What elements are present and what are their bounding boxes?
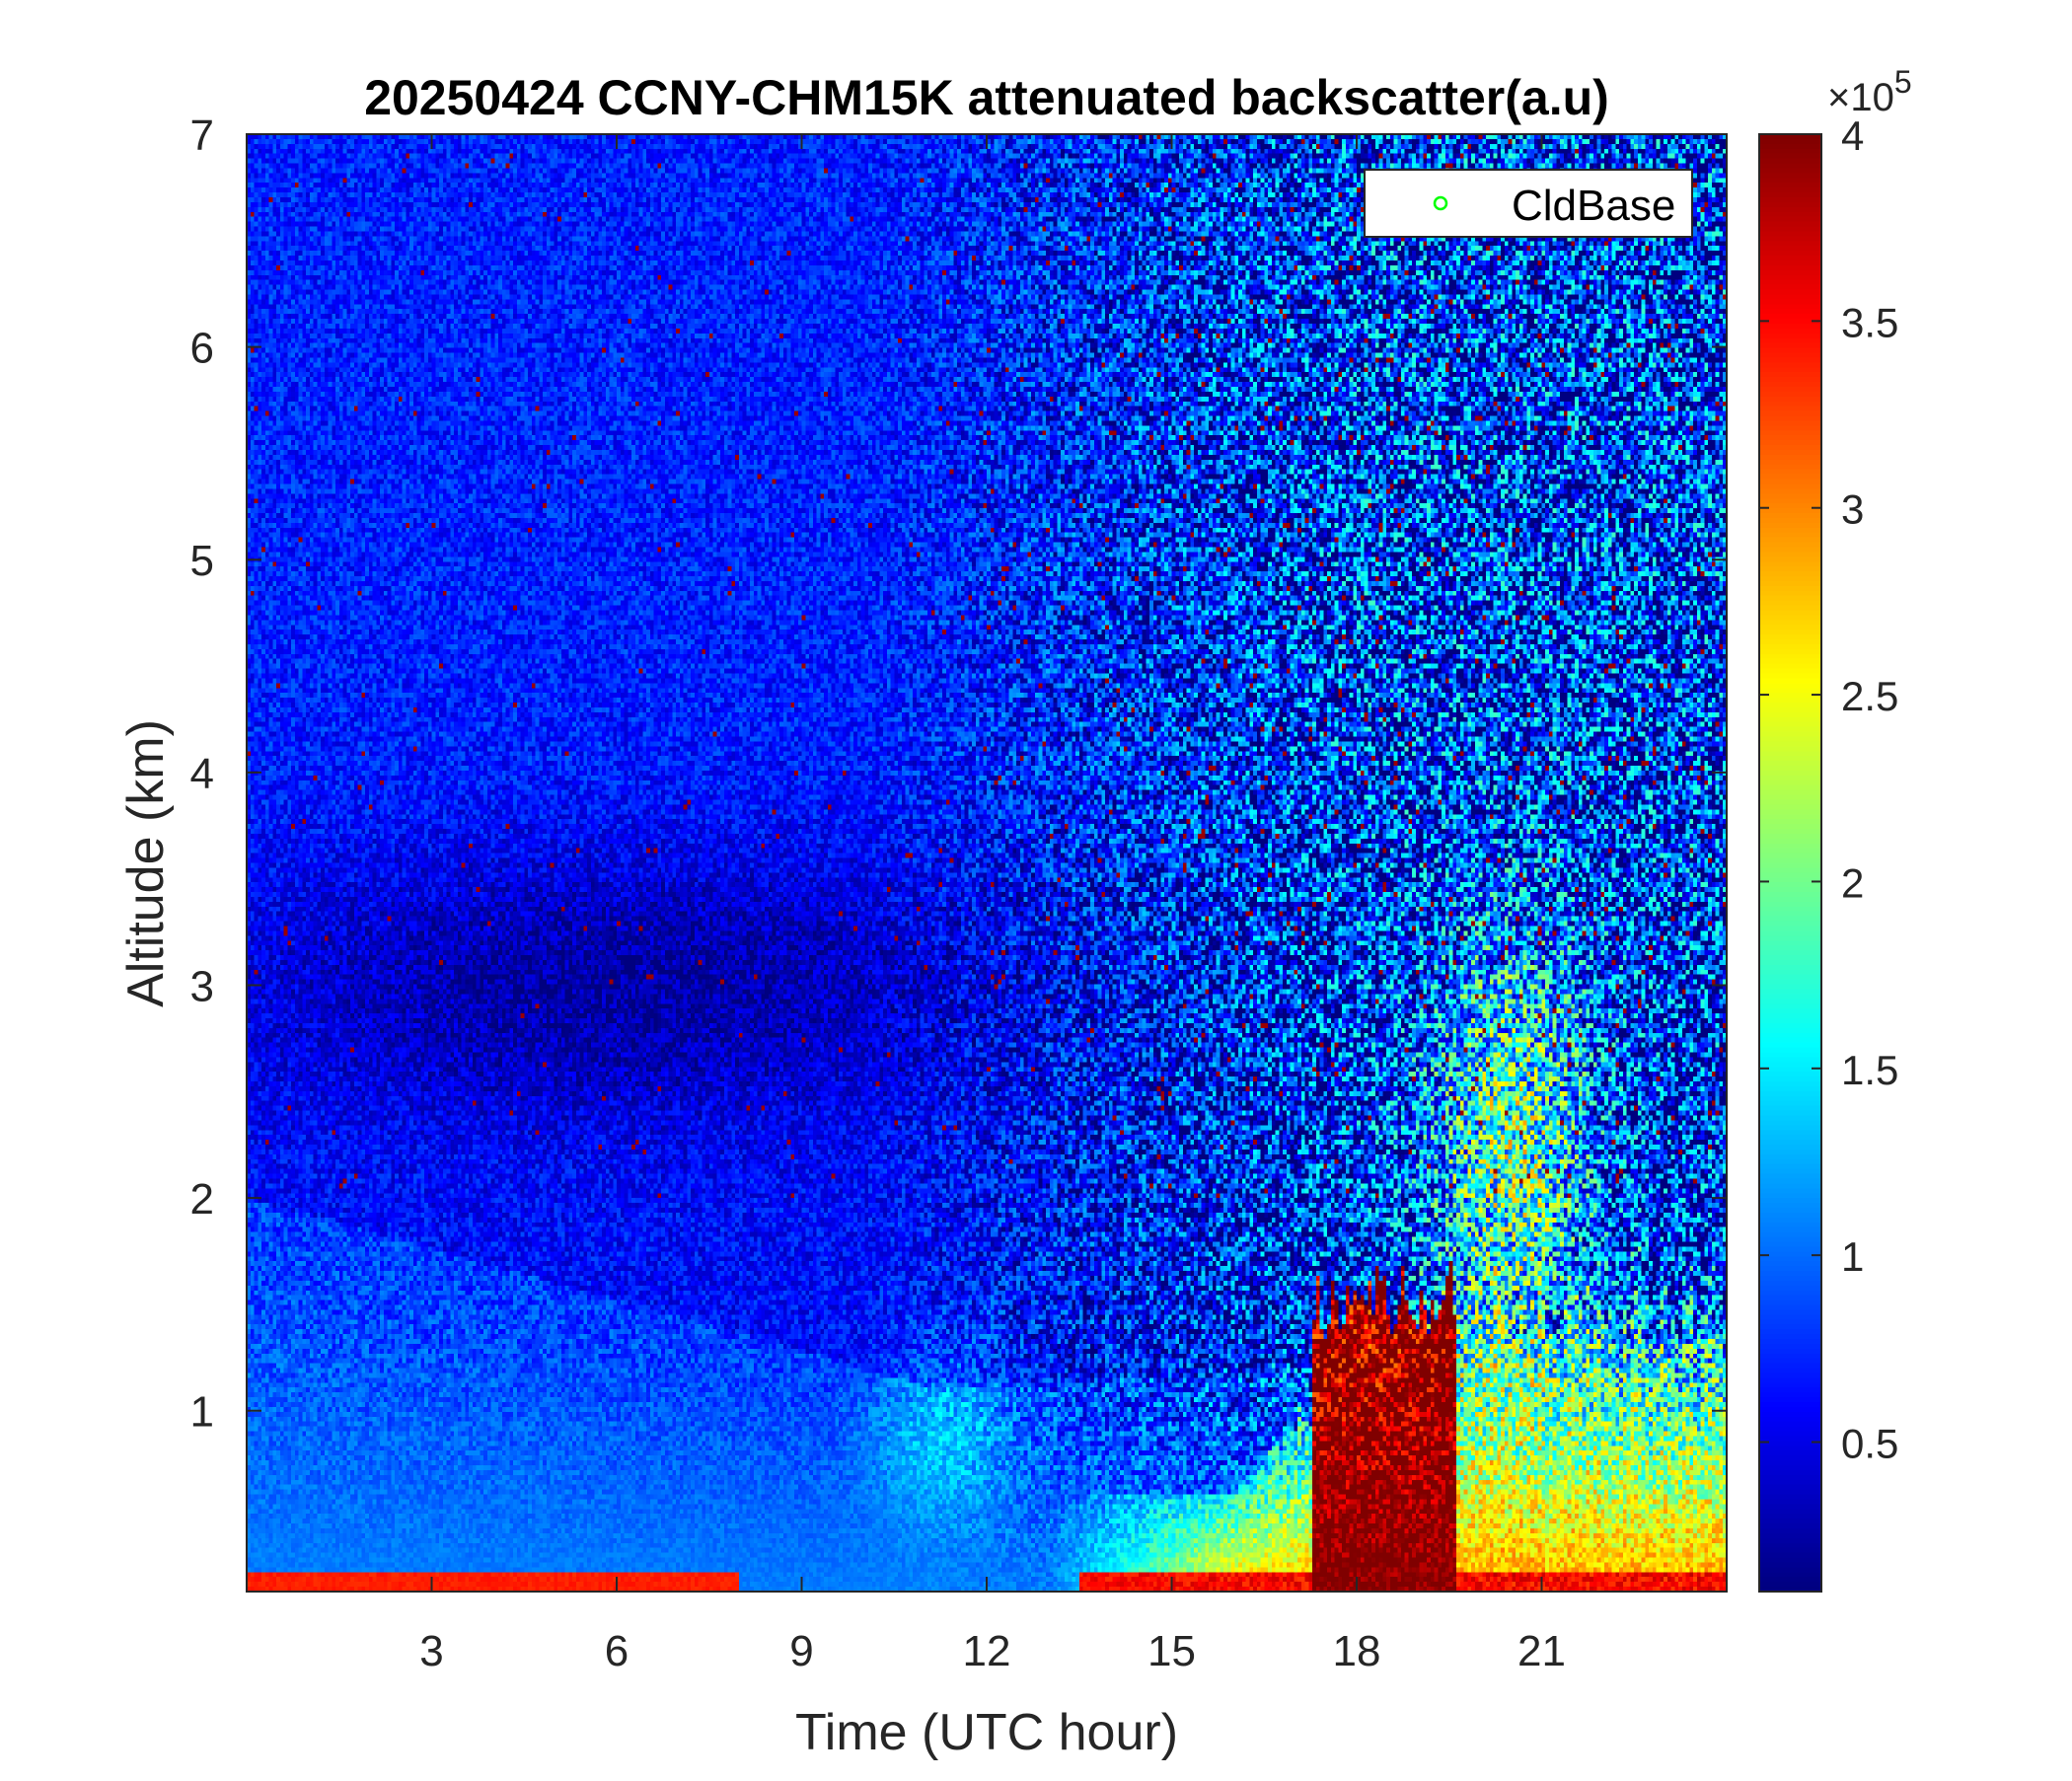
- y-tick-label: 5: [190, 537, 214, 585]
- x-axis-ticks: 3 6 9 12 15 18 21: [419, 134, 1566, 1675]
- colorbar-tick-label: 1.5: [1841, 1047, 1898, 1093]
- colorbar-tick-label: 2: [1841, 859, 1864, 906]
- x-tick-label: 3: [419, 1627, 443, 1675]
- colorbar-tick-label: 2.5: [1841, 673, 1898, 719]
- y-tick-label: 7: [190, 111, 214, 160]
- x-tick-label: 15: [1147, 1627, 1196, 1675]
- colorbar-tick-label: 1: [1841, 1233, 1864, 1280]
- x-tick-label: 18: [1333, 1627, 1381, 1675]
- x-tick-label: 9: [789, 1627, 813, 1675]
- y-axis-ticks: 1 2 3 4 5 6 7: [190, 111, 1727, 1437]
- y-tick-label: 2: [190, 1175, 214, 1224]
- colorbar-multiplier-base: ×10: [1827, 76, 1894, 119]
- heatmap-area: [247, 134, 1727, 1592]
- colorbar-ticks: 0.5 1 1.5 2 2.5 3 3.5 4: [1759, 112, 1898, 1467]
- y-tick-label: 6: [190, 325, 214, 373]
- legend-box: [1364, 169, 1693, 238]
- x-axis-label: Time (UTC hour): [795, 1704, 1178, 1761]
- heatmap-canvas: [247, 134, 1727, 1592]
- y-tick-label: 1: [190, 1388, 214, 1437]
- chart-title: 20250424 CCNY-CHM15K attenuated backscat…: [364, 70, 1609, 125]
- legend-entry-cldbase: CldBase: [1512, 182, 1675, 230]
- x-tick-label: 12: [963, 1627, 1011, 1675]
- colorbar-area: [1759, 134, 1821, 1592]
- cldbase-marker-icon: [1433, 195, 1448, 211]
- x-tick-label: 21: [1517, 1627, 1566, 1675]
- y-tick-label: 4: [190, 750, 214, 798]
- colorbar-tick-label: 4: [1841, 112, 1864, 159]
- colorbar-canvas: [1759, 134, 1821, 1592]
- legend: CldBase: [1364, 169, 1693, 238]
- colorbar-tick-label: 3.5: [1841, 299, 1898, 345]
- y-axis-label: Altitude (km): [117, 719, 175, 1007]
- colorbar-tick-label: 0.5: [1841, 1421, 1898, 1467]
- colorbar-frame: [1758, 133, 1822, 1593]
- colorbar-multiplier: ×105: [1827, 64, 1912, 119]
- colorbar-tick-label: 3: [1841, 486, 1864, 533]
- y-tick-label: 3: [190, 962, 214, 1010]
- colorbar-multiplier-exponent: 5: [1894, 64, 1912, 100]
- x-tick-label: 6: [605, 1627, 629, 1675]
